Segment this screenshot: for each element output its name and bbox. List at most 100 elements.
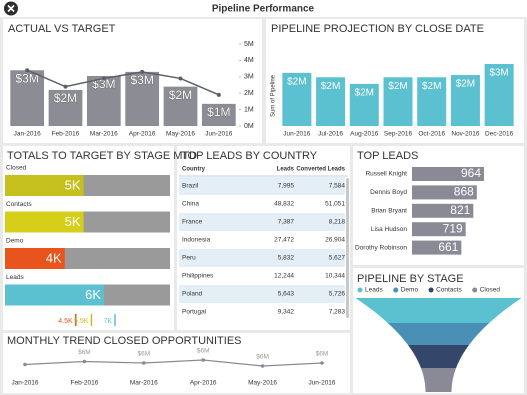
close-icon (7, 4, 15, 13)
line-point (201, 358, 205, 362)
table-cell: 7,283 (329, 309, 346, 316)
header-bar (0, 0, 527, 17)
funnel-segment (387, 323, 490, 345)
table-cell: Brazil (182, 183, 199, 190)
y-tick-label: 5M (244, 41, 254, 48)
row-label: Closed (6, 165, 27, 172)
bar (383, 77, 413, 126)
y-axis-label: Sum of Pipeline (271, 74, 277, 117)
y-tick-label: 1M (244, 106, 254, 113)
row-label: Russell Knight (365, 171, 407, 178)
x-tick-label: Jun-2016 (308, 380, 335, 387)
bar (48, 89, 83, 126)
table-cell: France (182, 219, 203, 226)
bar (86, 75, 121, 126)
x-tick-label: Jan-2016 (14, 131, 41, 138)
table-cell: Philippines (182, 273, 214, 280)
x-tick-label: Apr-2016 (129, 131, 156, 138)
table-cell: Poland (182, 291, 203, 298)
data-label: $3M (489, 68, 508, 79)
table-cell: 5,832 (278, 255, 295, 262)
data-label: $6M (316, 351, 329, 358)
legend-label: Contacts (436, 287, 462, 294)
data-label: $2M (355, 88, 374, 99)
table-cell: 5,627 (329, 255, 346, 262)
x-tick-label: Oct-2016 (418, 131, 445, 138)
y-tick-label: 3M (244, 74, 254, 81)
data-label: $2M (422, 81, 441, 92)
x-tick-label: Jul-2016 (318, 131, 343, 138)
data-label: $6M (137, 351, 150, 358)
row-label: Leads (6, 274, 24, 281)
data-label: $3M (15, 71, 38, 85)
target-label: 4.5K (58, 318, 73, 325)
row-band (179, 213, 345, 231)
table-cell: 7,387 (278, 219, 295, 226)
bar (417, 77, 447, 126)
bar (412, 185, 477, 200)
data-label: $2M (388, 81, 407, 92)
x-tick-label: Mar-2016 (130, 380, 158, 387)
bar (5, 284, 104, 306)
data-label: $2M (169, 88, 192, 102)
row-label: Dennis Boyd (370, 189, 407, 196)
data-label: $3M (130, 73, 153, 87)
legend-label: Leads (365, 287, 383, 294)
column-header: Leads (277, 167, 295, 173)
table-cell: 9,342 (278, 309, 295, 316)
panel-title: PIPELINE BY STAGE (357, 273, 464, 285)
row-label: Dorothy Robinson (355, 244, 407, 251)
x-tick-label: Jun-2016 (205, 131, 232, 138)
table-cell: 12,244 (274, 273, 294, 280)
data-label: 868 (454, 185, 474, 199)
bar (5, 175, 84, 196)
data-label: $6M (197, 348, 210, 355)
table-cell: 7,584 (329, 183, 346, 190)
data-label: 5K (65, 177, 81, 192)
bar (201, 103, 236, 126)
data-label: $6M (256, 354, 269, 361)
bar (125, 71, 160, 126)
bar (163, 86, 198, 126)
x-tick-label: Jan-2016 (11, 380, 38, 387)
line-point (140, 69, 145, 74)
y-tick-label: 0M (244, 123, 254, 130)
x-tick-label: Nov-2016 (451, 131, 480, 138)
table-cell: 48,832 (274, 201, 294, 208)
data-label: 661 (438, 240, 458, 254)
bar (412, 167, 484, 181)
row-label: Demo (6, 238, 24, 245)
legend-swatch (472, 287, 478, 293)
data-label: $2M (321, 81, 340, 92)
line-point (260, 364, 265, 368)
line-point (25, 68, 30, 73)
line (26, 69, 220, 96)
line-point (23, 362, 27, 367)
data-label: $6M (78, 349, 91, 356)
funnel-segment (420, 368, 457, 392)
panel-title: TOP LEADS BY COUNTRY (181, 150, 318, 162)
line-point (178, 76, 183, 81)
x-tick-label: Mar-2016 (90, 131, 118, 138)
x-tick-label: Sep-2016 (384, 131, 413, 138)
table-cell: 27,472 (274, 237, 294, 244)
data-label: 964 (461, 166, 481, 180)
bar (282, 72, 312, 126)
panel-title: ACTUAL VS TARGET (8, 23, 116, 35)
x-tick-label: Feb-2016 (52, 131, 80, 138)
x-tick-label: Aug-2016 (350, 131, 379, 138)
table-cell: China (182, 201, 199, 208)
table-cell: Portugal (182, 309, 207, 316)
column-header: Converted Leads (296, 167, 345, 173)
line (24, 359, 323, 367)
table-cell: 10,344 (325, 273, 345, 280)
legend-label: Closed (480, 287, 501, 294)
line-point (216, 92, 221, 97)
row-label: Contacts (6, 201, 32, 208)
table-cell: Peru (182, 255, 196, 262)
table-cell: 51,051 (325, 201, 345, 208)
x-tick-label: Dec-2016 (485, 131, 514, 138)
row-label: Lisa Hudson (371, 226, 408, 233)
line-point (101, 76, 106, 81)
